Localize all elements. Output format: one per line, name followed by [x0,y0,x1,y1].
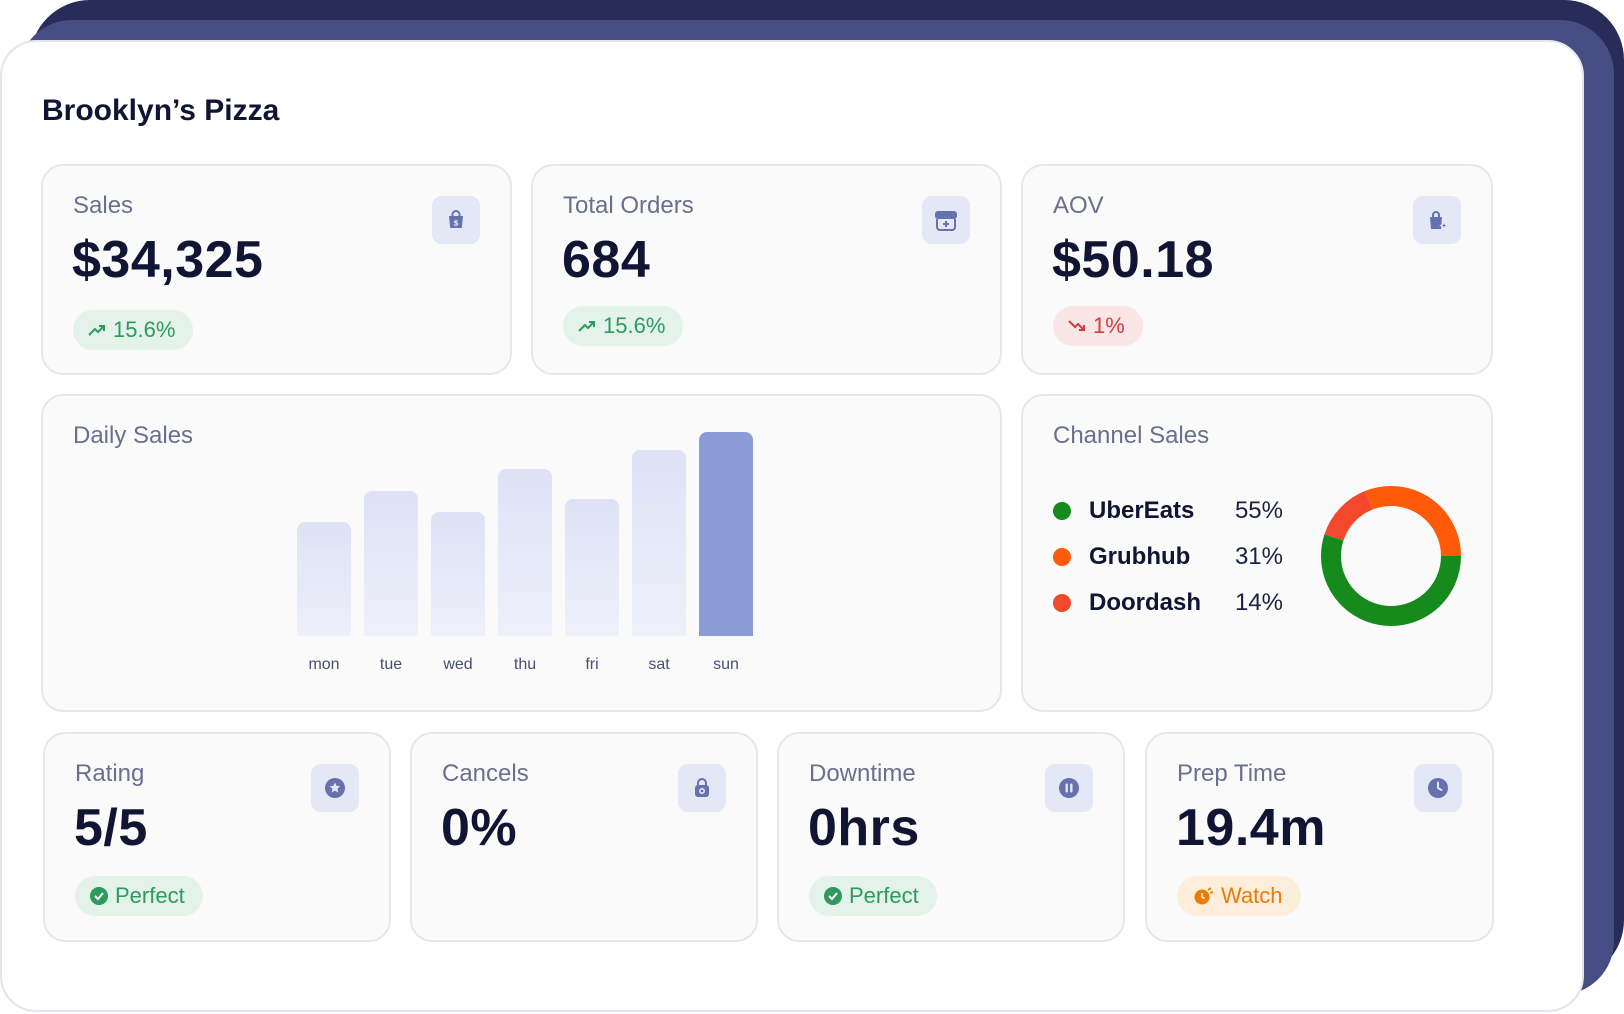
check-circle-icon [824,887,842,905]
rating-value: 5/5 [74,799,148,857]
downtime-tile: Downtime 0hrs Perfect [777,732,1125,942]
sales-value: $34,325 [72,231,264,289]
prep-time-label: Prep Time [1177,760,1287,787]
legend-item-ubereats: UberEats 55% [1053,496,1283,526]
doordash-color-dot [1053,594,1071,612]
bar-label-mon: mon [308,656,340,673]
trend-down-icon [1068,320,1085,331]
timer-alert-icon [1194,887,1214,905]
rating-tile: Rating 5/5 Perfect [43,732,391,942]
bar-thu [498,469,552,636]
star-badge-icon [311,764,359,812]
rating-label: Rating [75,760,145,787]
daily-sales-tile: Daily Sales mon tue wed thu fri sat sun [41,394,1002,712]
cancels-value: 0% [441,799,518,857]
lock-bag-icon [678,764,726,812]
grubhub-color-dot [1053,548,1071,566]
sales-change-badge: 15.6% [73,310,194,350]
donut-slice-doordash [1324,490,1373,541]
aov-change-badge: 1% [1053,306,1143,346]
orders-change-value: 15.6% [603,313,666,338]
bar-mon [297,522,351,636]
pause-icon [1045,764,1093,812]
clock-icon [1414,764,1462,812]
downtime-status-badge: Perfect [809,876,937,916]
cancels-tile: Cancels 0% [410,732,758,942]
bar-sun [699,432,753,636]
bar-label-sun: sun [713,656,739,673]
ubereats-color-dot [1053,502,1071,520]
bar-label-wed: wed [443,656,473,673]
prep-time-value: 19.4m [1176,799,1326,857]
prep-time-status-badge: Watch [1177,876,1301,916]
sales-change-value: 15.6% [113,317,176,342]
aov-value: $50.18 [1052,231,1215,289]
rating-status-badge: Perfect [75,876,203,916]
legend-name: Doordash [1089,589,1202,616]
donut-slice-grubhub [1365,486,1461,557]
daily-sales-chart: mon tue wed thu fri sat sun [43,396,1000,710]
aov-change-value: 1% [1093,313,1125,338]
prep-time-status-text: Watch [1221,883,1283,908]
orders-label: Total Orders [563,192,694,219]
bar-label-fri: fri [585,656,599,673]
check-circle-icon [90,887,108,905]
orders-change-badge: 15.6% [563,306,684,346]
channel-donut-chart [1321,486,1461,626]
trend-up-icon [88,325,105,336]
prep-time-tile: Prep Time 19.4m Watch [1145,732,1494,942]
aov-label: AOV [1053,192,1104,219]
legend-percent: 55% [1234,497,1283,524]
rating-status-text: Perfect [115,883,185,908]
bar-wed [431,512,485,636]
downtime-status-text: Perfect [849,883,919,908]
orders-value: 684 [562,231,651,289]
legend-percent: 14% [1234,589,1283,616]
sales-tile: Sales $34,325 $ 15.6% [41,164,512,375]
downtime-value: 0hrs [808,799,920,857]
cancels-label: Cancels [442,760,529,787]
legend-name: Grubhub [1089,543,1191,570]
legend-percent: 31% [1234,543,1283,570]
bar-label-sat: sat [648,656,670,673]
legend-item-grubhub: Grubhub 31% [1053,542,1283,572]
channel-sales-tile: Channel Sales UberEats 55% Grubhub 31% D… [1021,394,1493,712]
trend-up-icon [578,321,595,332]
bar-label-thu: thu [513,656,537,673]
bar-sat [632,450,686,636]
bar-fri [565,499,619,636]
donut-slice-ubereats [1321,534,1461,626]
sales-label: Sales [73,192,134,219]
storefront-icon [922,196,970,244]
channel-sales-label: Channel Sales [1053,422,1210,449]
orders-tile: Total Orders 684 15.6% [531,164,1002,375]
shopping-bag-dollar-icon: $ [432,196,480,244]
aov-tile: AOV $50.18 1% [1021,164,1493,375]
daily-sales-label: Daily Sales [73,422,194,449]
page-title: Brooklyn’s Pizza [42,94,280,127]
bar-label-tue: tue [379,656,403,673]
downtime-label: Downtime [809,760,916,787]
bag-sparkle-icon [1413,196,1461,244]
bar-tue [364,491,418,636]
legend-item-doordash: Doordash 14% [1053,588,1283,618]
svg-text:$: $ [453,219,459,228]
dashboard-card: Brooklyn’s Pizza Sales $34,325 $ 15.6% T… [0,40,1584,1012]
legend-name: UberEats [1089,497,1195,524]
